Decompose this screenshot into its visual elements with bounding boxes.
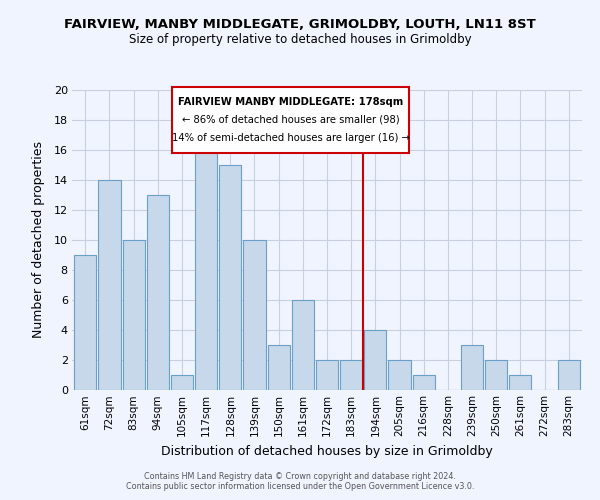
Text: 14% of semi-detached houses are larger (16) →: 14% of semi-detached houses are larger (… — [172, 134, 410, 143]
Bar — [364, 330, 386, 390]
Bar — [388, 360, 410, 390]
Bar — [557, 360, 580, 390]
Bar — [219, 165, 241, 390]
Bar — [340, 360, 362, 390]
Bar — [461, 345, 483, 390]
Text: FAIRVIEW, MANBY MIDDLEGATE, GRIMOLDBY, LOUTH, LN11 8ST: FAIRVIEW, MANBY MIDDLEGATE, GRIMOLDBY, L… — [64, 18, 536, 30]
Bar — [292, 300, 314, 390]
Bar — [122, 240, 145, 390]
Bar — [74, 255, 97, 390]
Bar — [171, 375, 193, 390]
Y-axis label: Number of detached properties: Number of detached properties — [32, 142, 46, 338]
Text: Size of property relative to detached houses in Grimoldby: Size of property relative to detached ho… — [128, 32, 472, 46]
Bar — [485, 360, 508, 390]
Bar — [316, 360, 338, 390]
Text: Contains HM Land Registry data © Crown copyright and database right 2024.: Contains HM Land Registry data © Crown c… — [144, 472, 456, 481]
Bar — [413, 375, 435, 390]
Bar — [268, 345, 290, 390]
Bar — [146, 195, 169, 390]
Text: Contains public sector information licensed under the Open Government Licence v3: Contains public sector information licen… — [126, 482, 474, 491]
Bar — [98, 180, 121, 390]
Bar — [509, 375, 532, 390]
Bar — [195, 135, 217, 390]
Bar — [244, 240, 266, 390]
FancyBboxPatch shape — [172, 87, 409, 153]
X-axis label: Distribution of detached houses by size in Grimoldby: Distribution of detached houses by size … — [161, 444, 493, 458]
Text: ← 86% of detached houses are smaller (98): ← 86% of detached houses are smaller (98… — [182, 115, 400, 125]
Text: FAIRVIEW MANBY MIDDLEGATE: 178sqm: FAIRVIEW MANBY MIDDLEGATE: 178sqm — [178, 96, 403, 106]
